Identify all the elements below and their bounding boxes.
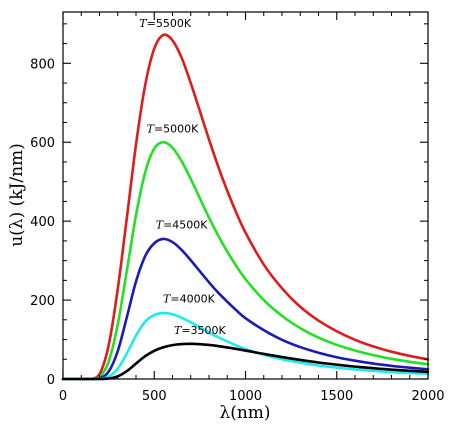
series-line-1 (61, 140, 430, 381)
x-tick-label: 0 (59, 389, 67, 404)
y-tick-label: 400 (30, 215, 55, 230)
series-label-value: =4500K (163, 219, 208, 232)
series-layer (61, 33, 430, 381)
tick-layer: 0 500 1000 1500 2000 0 200 400 600 800 (30, 12, 445, 404)
x-tick-label: 500 (142, 389, 167, 404)
x-axis-title: λ(nm) (219, 403, 270, 423)
series-label: T=5000K (147, 122, 200, 135)
x-tick-label: 1500 (320, 389, 353, 404)
series-label: T=5500K (139, 17, 192, 30)
x-tick-label: 1000 (229, 389, 262, 404)
y-tick-label: 200 (30, 294, 55, 309)
series-label: T=4000K (163, 293, 216, 306)
series-label-variable: T (163, 293, 172, 306)
series-label-value: =4000K (170, 293, 215, 306)
series-label-variable: T (156, 219, 165, 232)
series-label-variable: T (174, 324, 183, 337)
series-line-3 (61, 311, 430, 381)
series-label-value: =5500K (147, 17, 192, 30)
series-label: T=3500K (174, 324, 227, 337)
series-label-value: =3500K (181, 324, 226, 337)
y-axis-title: u(λ) (kJ/nm) (7, 143, 27, 247)
series-line-2 (61, 237, 430, 381)
y-tick-label: 0 (47, 373, 55, 388)
x-tick-label: 2000 (411, 389, 444, 404)
y-tick-label: 600 (30, 136, 55, 151)
y-tick-label: 800 (30, 57, 55, 72)
series-line-0 (61, 33, 430, 381)
series-label-value: =5000K (154, 122, 199, 135)
series-label-variable: T (147, 122, 156, 135)
series-label-variable: T (139, 17, 148, 30)
series-label: T=4500K (156, 219, 209, 232)
series-line-4 (61, 342, 430, 381)
